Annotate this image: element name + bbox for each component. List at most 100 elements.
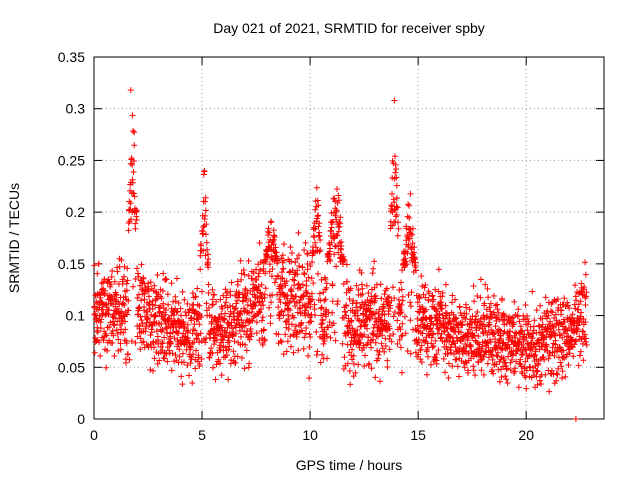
- data-point: [152, 312, 159, 319]
- data-point: [534, 368, 541, 375]
- data-point: [255, 283, 262, 290]
- data-point: [484, 313, 491, 320]
- data-point: [310, 226, 317, 233]
- data-point: [442, 309, 449, 316]
- data-point: [288, 249, 295, 256]
- data-point: [228, 279, 235, 286]
- data-point: [334, 298, 341, 305]
- data-point: [200, 247, 207, 254]
- data-point: [414, 299, 421, 306]
- data-point: [334, 199, 341, 206]
- data-point: [453, 356, 460, 363]
- data-point: [196, 302, 203, 309]
- data-point: [566, 305, 573, 312]
- data-point: [243, 347, 250, 354]
- data-point: [409, 225, 416, 232]
- data-point: [184, 300, 191, 307]
- data-point: [242, 322, 249, 329]
- data-point: [581, 284, 588, 291]
- data-point: [367, 308, 374, 315]
- data-point: [241, 271, 248, 278]
- data-point: [253, 329, 260, 336]
- data-point: [261, 291, 268, 298]
- data-point: [276, 296, 283, 303]
- data-point: [152, 302, 159, 309]
- data-point: [92, 310, 99, 317]
- data-point: [231, 338, 238, 345]
- data-point: [317, 247, 324, 254]
- data-point: [344, 360, 351, 367]
- data-point: [499, 340, 506, 347]
- data-point: [327, 245, 334, 252]
- data-point: [236, 327, 243, 334]
- data-point: [208, 318, 215, 325]
- data-point: [271, 234, 278, 241]
- data-point: [341, 257, 348, 264]
- data-point: [306, 298, 313, 305]
- data-point: [105, 306, 112, 313]
- data-point: [128, 216, 135, 223]
- data-point: [261, 326, 268, 333]
- data-point: [564, 299, 571, 306]
- data-point: [507, 366, 514, 373]
- data-point: [504, 379, 511, 386]
- data-point: [319, 316, 326, 323]
- data-point: [414, 315, 421, 322]
- data-point: [317, 359, 324, 366]
- data-point: [158, 295, 165, 302]
- data-point: [280, 241, 287, 248]
- data-point: [449, 363, 456, 370]
- data-point: [350, 360, 357, 367]
- data-point: [233, 330, 240, 337]
- data-point: [271, 279, 278, 286]
- data-point: [318, 304, 325, 311]
- data-point: [260, 327, 267, 334]
- data-point: [173, 321, 180, 328]
- data-point: [546, 388, 553, 395]
- data-point: [189, 351, 196, 358]
- data-point: [171, 335, 178, 342]
- data-point: [397, 279, 404, 286]
- data-point: [119, 278, 126, 285]
- data-point: [503, 365, 510, 372]
- data-point: [205, 256, 212, 263]
- data-point: [334, 301, 341, 308]
- data-point: [518, 328, 525, 335]
- y-tick-label: 0.15: [58, 256, 85, 272]
- data-point: [378, 340, 385, 347]
- data-point: [326, 319, 333, 326]
- data-point: [198, 288, 205, 295]
- data-point: [573, 297, 580, 304]
- data-point: [422, 338, 429, 345]
- data-point: [329, 309, 336, 316]
- data-point: [252, 302, 259, 309]
- data-point: [334, 232, 341, 239]
- data-point: [359, 285, 366, 292]
- y-tick-label: 0.2: [66, 204, 86, 220]
- data-point: [313, 244, 320, 251]
- data-point: [428, 334, 435, 341]
- data-point: [523, 367, 530, 374]
- data-point: [305, 311, 312, 318]
- data-point: [430, 321, 437, 328]
- data-point: [435, 266, 442, 273]
- data-point: [487, 300, 494, 307]
- data-point: [381, 291, 388, 298]
- data-point: [403, 261, 410, 268]
- data-point: [312, 206, 319, 213]
- data-point: [277, 309, 284, 316]
- data-point: [125, 351, 132, 358]
- data-point: [303, 304, 310, 311]
- data-point: [565, 361, 572, 368]
- data-point: [456, 304, 463, 311]
- data-point: [558, 363, 565, 370]
- data-point: [314, 213, 321, 220]
- data-point: [394, 340, 401, 347]
- data-point: [154, 360, 161, 367]
- data-point: [219, 305, 226, 312]
- data-point: [394, 317, 401, 324]
- data-point: [232, 360, 239, 367]
- data-point: [511, 298, 518, 305]
- data-point: [384, 299, 391, 306]
- data-point: [339, 340, 346, 347]
